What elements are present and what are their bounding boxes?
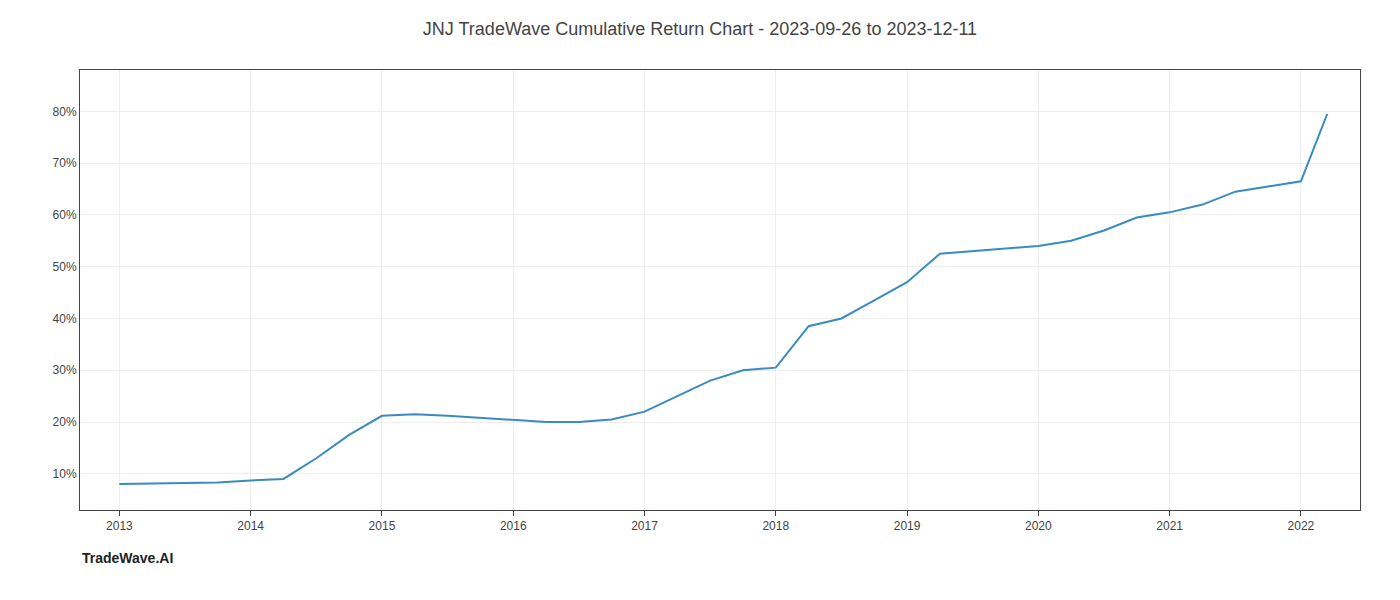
svg-text:2018: 2018 bbox=[762, 519, 789, 533]
svg-text:80%: 80% bbox=[53, 105, 77, 119]
svg-text:60%: 60% bbox=[53, 208, 77, 222]
svg-text:2013: 2013 bbox=[106, 519, 133, 533]
svg-text:2016: 2016 bbox=[500, 519, 527, 533]
svg-text:70%: 70% bbox=[53, 156, 77, 170]
svg-text:20%: 20% bbox=[53, 415, 77, 429]
svg-text:2015: 2015 bbox=[369, 519, 396, 533]
svg-text:TradeWave.AI: TradeWave.AI bbox=[82, 550, 173, 566]
svg-text:JNJ TradeWave Cumulative Retur: JNJ TradeWave Cumulative Return Chart - … bbox=[423, 19, 977, 39]
svg-text:2014: 2014 bbox=[237, 519, 264, 533]
svg-text:50%: 50% bbox=[53, 260, 77, 274]
svg-text:2017: 2017 bbox=[631, 519, 658, 533]
svg-text:2022: 2022 bbox=[1288, 519, 1315, 533]
svg-text:2021: 2021 bbox=[1156, 519, 1183, 533]
svg-text:2019: 2019 bbox=[894, 519, 921, 533]
svg-text:40%: 40% bbox=[53, 312, 77, 326]
svg-text:2020: 2020 bbox=[1025, 519, 1052, 533]
svg-text:10%: 10% bbox=[53, 467, 77, 481]
svg-text:30%: 30% bbox=[53, 363, 77, 377]
